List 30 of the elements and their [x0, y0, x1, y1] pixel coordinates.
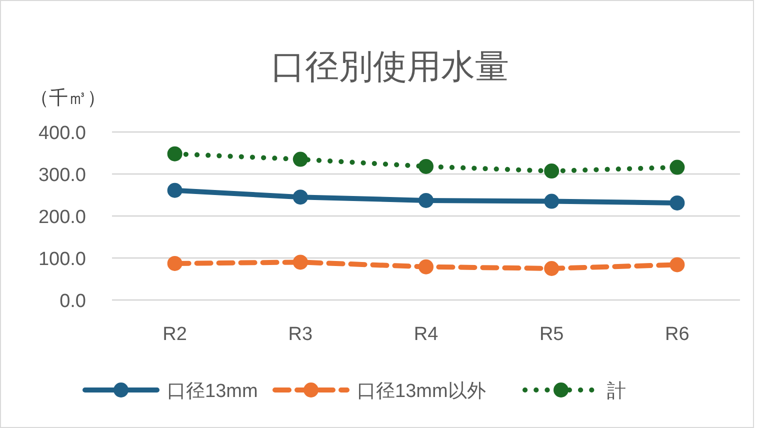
y-tick-label: 300.0 — [38, 165, 86, 186]
legend-label: 口径13mm以外 — [357, 381, 486, 402]
legend-label: 口径13mm — [167, 381, 258, 402]
x-tick-label: R3 — [288, 324, 313, 345]
y-tick-label: 0.0 — [60, 291, 86, 312]
point — [544, 261, 560, 276]
point — [292, 152, 308, 167]
point — [544, 164, 560, 179]
point — [167, 182, 182, 198]
point — [544, 194, 560, 209]
x-tick-label: R6 — [665, 324, 690, 345]
point — [670, 160, 685, 175]
y-tick-label: 400.0 — [38, 123, 86, 144]
y-axis-title: （千㎥） — [30, 88, 106, 109]
point — [167, 256, 182, 271]
point — [418, 192, 434, 208]
point — [167, 146, 182, 162]
point — [292, 254, 308, 270]
chart-title: 口径別使用水量 — [271, 48, 509, 86]
y-tick-label: 100.0 — [38, 249, 86, 270]
point — [418, 259, 434, 274]
x-tick-label: R5 — [539, 324, 564, 345]
legend-label: 計 — [607, 381, 626, 402]
y-tick-label: 200.0 — [38, 207, 86, 228]
x-tick-label: R2 — [162, 324, 187, 345]
x-tick-label: R4 — [414, 324, 439, 345]
point — [292, 190, 308, 205]
point — [418, 158, 434, 174]
point — [670, 195, 685, 210]
point — [670, 257, 685, 272]
